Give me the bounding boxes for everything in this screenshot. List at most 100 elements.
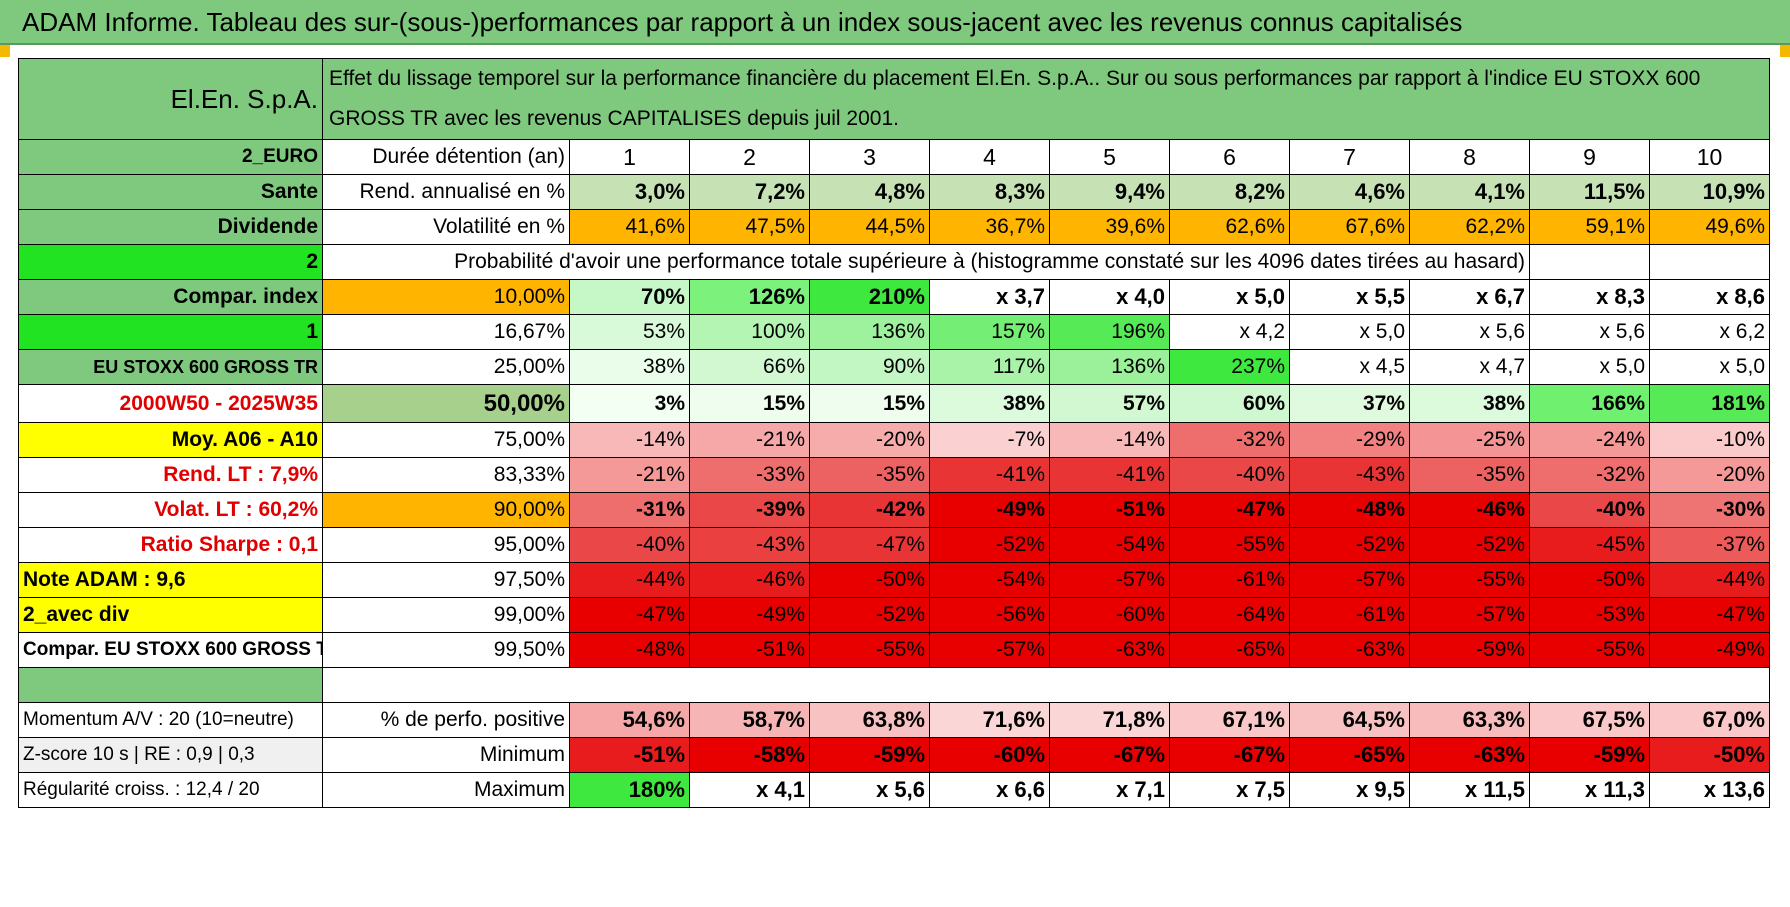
annual-return-cell: 10,9% — [1649, 174, 1770, 210]
duration-year: 2 — [689, 139, 810, 175]
percentile-cell: -32% — [1169, 422, 1290, 458]
percentile-cell: -52% — [1409, 527, 1530, 563]
quantile-cell: 97,50% — [322, 562, 570, 598]
percentile-cell: -57% — [1289, 562, 1410, 598]
positive-perf-cell: 54,6% — [569, 702, 690, 738]
momentum-desc: % de perfo. positive — [322, 702, 570, 738]
percentile-cell: -46% — [689, 562, 810, 598]
period-label: 2000W50 - 2025W35 — [18, 384, 323, 423]
annual-return-cell: 9,4% — [1049, 174, 1170, 210]
minimum-cell: -67% — [1169, 737, 1290, 773]
positive-perf-cell: 71,6% — [929, 702, 1050, 738]
percentile-cell: -40% — [1529, 492, 1650, 528]
currency-label: 2_EURO — [18, 139, 323, 175]
percentile-cell: -40% — [569, 527, 690, 563]
percentile-cell: 60% — [1169, 384, 1290, 423]
percentile-cell: -54% — [929, 562, 1050, 598]
avec-div-label: 2_avec div — [18, 597, 323, 633]
duration-year: 6 — [1169, 139, 1290, 175]
percentile-cell: -44% — [569, 562, 690, 598]
percentile-cell: -47% — [809, 527, 930, 563]
percentile-cell: -14% — [569, 422, 690, 458]
percentile-cell: -25% — [1409, 422, 1530, 458]
percentile-cell: -41% — [929, 457, 1050, 493]
percentile-cell: 196% — [1049, 314, 1170, 350]
annual-return-cell: 11,5% — [1529, 174, 1650, 210]
percentile-cell: -49% — [689, 597, 810, 633]
percentile-cell: 38% — [1409, 384, 1530, 423]
sharpe-label: Ratio Sharpe : 0,1 — [18, 527, 323, 563]
maximum-cell: x 7,5 — [1169, 772, 1290, 808]
regularite-label: Régularité croiss. : 12,4 / 20 — [18, 772, 323, 808]
percentile-cell: 117% — [929, 349, 1050, 385]
minimum-cell: -60% — [929, 737, 1050, 773]
percentile-cell: -43% — [689, 527, 810, 563]
percentile-cell: -49% — [929, 492, 1050, 528]
maximum-cell: x 11,5 — [1409, 772, 1530, 808]
percentile-cell: 157% — [929, 314, 1050, 350]
percentile-cell: -10% — [1649, 422, 1770, 458]
percentile-cell: -44% — [1649, 562, 1770, 598]
percentile-cell: 136% — [809, 314, 930, 350]
percentile-cell: -20% — [809, 422, 930, 458]
annual-return-cell: 8,2% — [1169, 174, 1290, 210]
percentile-cell: 37% — [1289, 384, 1410, 423]
percentile-cell: 38% — [929, 384, 1050, 423]
percentile-cell: 66% — [689, 349, 810, 385]
percentile-cell: x 5,6 — [1529, 314, 1650, 350]
percentile-cell: 136% — [1049, 349, 1170, 385]
percentile-cell: 57% — [1049, 384, 1170, 423]
volatility-cell: 59,1% — [1529, 209, 1650, 245]
maximum-cell: 180% — [569, 772, 690, 808]
header-description: Effet du lissage temporel sur la perform… — [322, 58, 1770, 140]
duration-year: 10 — [1649, 139, 1770, 175]
minimum-cell: -67% — [1049, 737, 1170, 773]
percentile-cell: x 4,2 — [1169, 314, 1290, 350]
zscore-desc: Minimum — [322, 737, 570, 773]
percentile-cell: 181% — [1649, 384, 1770, 423]
volatility-cell: 36,7% — [929, 209, 1050, 245]
page-title: ADAM Informe. Tableau des sur-(sous-)per… — [0, 0, 1790, 45]
percentile-cell: -63% — [1289, 632, 1410, 668]
percentile-cell: x 8,3 — [1529, 279, 1650, 315]
positive-perf-cell: 64,5% — [1289, 702, 1410, 738]
percentile-cell: -42% — [809, 492, 930, 528]
percentile-cell: 15% — [689, 384, 810, 423]
percentile-cell: -47% — [1169, 492, 1290, 528]
positive-perf-cell: 58,7% — [689, 702, 810, 738]
duration-year: 4 — [929, 139, 1050, 175]
positive-perf-cell: 67,1% — [1169, 702, 1290, 738]
percentile-cell: -41% — [1049, 457, 1170, 493]
percentile-cell: 100% — [689, 314, 810, 350]
rend-lt-label: Rend. LT : 7,9% — [18, 457, 323, 493]
percentile-cell: 53% — [569, 314, 690, 350]
volatility-cell: 44,5% — [809, 209, 930, 245]
annual-return-cell: 4,8% — [809, 174, 930, 210]
maximum-cell: x 5,6 — [809, 772, 930, 808]
corner-marker-right — [1780, 45, 1790, 57]
percentile-cell: 237% — [1169, 349, 1290, 385]
quantile-cell: 10,00% — [322, 279, 570, 315]
percentile-cell: -31% — [569, 492, 690, 528]
percentile-cell: -43% — [1289, 457, 1410, 493]
percentile-cell: x 5,5 — [1289, 279, 1410, 315]
positive-perf-cell: 63,3% — [1409, 702, 1530, 738]
performance-table: El.En. S.p.A. Effet du lissage temporel … — [18, 58, 1770, 808]
percentile-cell: -55% — [809, 632, 930, 668]
percentile-cell: x 3,7 — [929, 279, 1050, 315]
percentile-cell: 70% — [569, 279, 690, 315]
minimum-cell: -58% — [689, 737, 810, 773]
percentile-cell: x 5,0 — [1169, 279, 1290, 315]
annual-return-cell: 3,0% — [569, 174, 690, 210]
percentile-cell: -30% — [1649, 492, 1770, 528]
percentile-cell: -51% — [689, 632, 810, 668]
percentile-cell: -7% — [929, 422, 1050, 458]
compar-full-label: Compar. EU STOXX 600 GROSS TR — [18, 632, 323, 668]
percentile-cell: x 6,2 — [1649, 314, 1770, 350]
percentile-cell: -33% — [689, 457, 810, 493]
percentile-cell: 126% — [689, 279, 810, 315]
percentile-cell: -45% — [1529, 527, 1650, 563]
minimum-cell: -50% — [1649, 737, 1770, 773]
gap-cell — [18, 667, 323, 703]
percentile-cell: -48% — [569, 632, 690, 668]
